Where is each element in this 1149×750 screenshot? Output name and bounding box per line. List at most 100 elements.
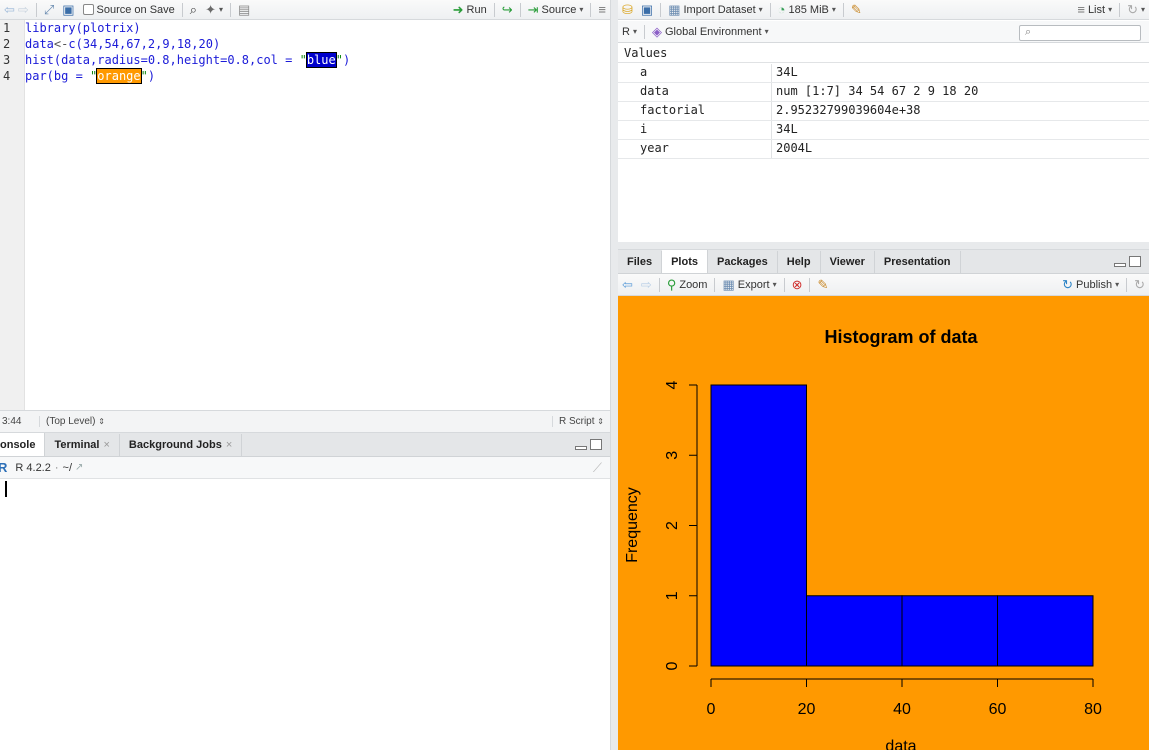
remove-plot-icon[interactable]: ⊗	[791, 277, 803, 292]
save-icon[interactable]: ▣	[62, 2, 75, 17]
tab-files[interactable]: Files	[618, 251, 663, 273]
close-icon[interactable]: ×	[225, 439, 233, 451]
chart-title: Histogram of data	[824, 327, 978, 347]
next-plot-icon[interactable]: ⇨	[640, 277, 652, 292]
code-token: data	[25, 37, 54, 51]
save-workspace-icon[interactable]: ▣	[640, 2, 654, 17]
y-tick-label: 1	[664, 591, 681, 600]
code-token: 2	[147, 37, 156, 51]
working-directory: ~/	[62, 461, 73, 474]
code-token: 34	[82, 37, 98, 51]
tab-console[interactable]: onsole	[0, 433, 46, 456]
histogram-bar	[806, 595, 903, 667]
variable-name: year	[640, 141, 669, 155]
refresh-icon[interactable]: ↻ ▾	[1127, 2, 1145, 17]
horizontal-splitter[interactable]	[618, 242, 1149, 249]
console-cursor	[5, 481, 7, 497]
outline-icon[interactable]: ≡	[598, 2, 606, 17]
tab-plots[interactable]: Plots	[662, 250, 708, 273]
search-icon: ⌕	[1025, 26, 1032, 38]
clear-plots-icon[interactable]: ✎	[817, 277, 829, 292]
code-token: 67	[126, 37, 141, 51]
code-token: 9	[162, 37, 170, 51]
code-token: ,col =	[249, 53, 300, 67]
close-icon[interactable]: ×	[103, 439, 110, 451]
maximize-icon[interactable]	[1129, 256, 1141, 267]
code-token: )	[212, 37, 221, 51]
export-button[interactable]: ▦ Export ▾	[722, 277, 777, 292]
tab-packages[interactable]: Packages	[708, 251, 778, 273]
x-tick-label: 60	[989, 701, 1007, 718]
histogram-chart: Histogram of data 0 20 40 60 80 data 0 1 2 3 4 Frequ…	[624, 327, 1102, 750]
minimize-icon[interactable]	[575, 446, 587, 450]
x-tick-label: 20	[798, 701, 816, 718]
tab-help[interactable]: Help	[778, 251, 821, 273]
code-token: <-	[53, 37, 69, 51]
code-area[interactable]: library(plotrix) data<-c(34,54,67,2,9,18,…	[25, 20, 610, 410]
go-to-directory-icon[interactable]: ↗	[75, 461, 84, 473]
variable-value: 2.95232799039604e+38	[776, 103, 921, 117]
code-token: ,	[155, 37, 163, 51]
code-token: ,	[140, 37, 148, 51]
show-in-window-icon[interactable]: ⤢	[43, 2, 55, 17]
rerun-icon[interactable]: ↪	[501, 2, 513, 17]
maximize-icon[interactable]	[590, 439, 602, 450]
environment-row[interactable]: a 34L	[618, 64, 1149, 83]
vertical-splitter[interactable]	[611, 0, 618, 750]
x-tick-label: 0	[707, 701, 716, 718]
source-on-save-toggle[interactable]: Source on Save	[79, 0, 179, 19]
previous-plot-icon[interactable]: ⇦	[622, 277, 633, 292]
language-selector[interactable]: R ▾	[622, 25, 637, 38]
find-replace-icon[interactable]: ⌕	[189, 2, 198, 17]
view-mode-button[interactable]: ≡ List ▾	[1077, 2, 1113, 17]
code-token: 18	[176, 37, 192, 51]
scope-selector[interactable]: (Top Level) ⇕	[46, 416, 105, 427]
minimize-icon[interactable]	[1114, 263, 1126, 267]
clear-console-icon[interactable]: ⟋	[592, 460, 602, 475]
console-tabbar: onsole Terminal × Background Jobs ×	[0, 433, 610, 457]
code-tools-icon[interactable]: ✦ ▾	[205, 2, 223, 17]
tab-viewer[interactable]: Viewer	[821, 251, 875, 273]
zoom-button[interactable]: ⚲ Zoom	[666, 277, 708, 292]
plot-canvas: Histogram of data 0 20 40 60 80 data 0 1 2 3 4 Frequ…	[618, 296, 1149, 750]
line-number: 1	[3, 21, 11, 35]
environment-scope-bar: R ▾ ◈ Global Environment ▾	[618, 21, 1149, 43]
tab-presentation[interactable]: Presentation	[875, 251, 961, 273]
tab-background-jobs[interactable]: Background Jobs ×	[120, 434, 243, 456]
file-type-selector[interactable]: R Script ⇕	[551, 416, 610, 427]
code-token: ,	[191, 37, 199, 51]
run-button[interactable]: ➜ Run	[452, 2, 487, 17]
back-forward-icon[interactable]: ⇦ ⇨	[4, 2, 29, 17]
environment-row[interactable]: factorial 2.95232799039604e+38	[618, 102, 1149, 121]
variable-value: 34L	[776, 65, 798, 79]
compile-report-icon[interactable]: ▤	[238, 2, 251, 17]
tab-terminal[interactable]: Terminal ×	[45, 434, 120, 456]
environment-row[interactable]: year 2004L	[618, 140, 1149, 159]
y-tick-label: 0	[664, 661, 681, 670]
source-button[interactable]: ⇥ Source ▾	[527, 2, 584, 17]
environment-selector[interactable]: ◈ Global Environment ▾	[651, 24, 769, 39]
console-pane: onsole Terminal× Background Jobs× R R 4.…	[0, 432, 611, 750]
memory-usage-button[interactable]: ◔ 185 MiB ▾	[777, 2, 836, 17]
environment-row[interactable]: data num [1:7] 34 54 67 2 9 18 20	[618, 83, 1149, 102]
code-line[interactable]: library(plotrix)	[25, 20, 610, 36]
code-token: 20	[198, 37, 213, 51]
y-tick-label: 4	[664, 380, 681, 389]
editor-toolbar: ⇦ ⇨ ⤢ ▣ Source on Save ⌕ ✦ ▾ ▤ ➜ Run ↪ ⇥ Sou…	[0, 0, 610, 20]
y-tick-label: 3	[664, 451, 681, 460]
environment-row[interactable]: i 34L	[618, 121, 1149, 140]
import-dataset-button[interactable]: ▦ Import Dataset ▾	[668, 2, 763, 17]
code-line[interactable]: hist(data,radius=0.8,height=0.8,col = "b…	[25, 52, 610, 68]
code-token: blue	[305, 52, 337, 68]
code-line[interactable]: par(bg = "orange")	[25, 68, 610, 84]
code-line[interactable]: data<-c(34,54,67,2,9,18,20)	[25, 36, 610, 52]
source-on-save-checkbox[interactable]	[82, 4, 94, 15]
clear-workspace-icon[interactable]: ✎	[850, 2, 862, 17]
code-token: )	[147, 69, 156, 83]
r-version: R 4.2.2	[15, 461, 51, 474]
publish-button[interactable]: ↻ Publish ▾	[1062, 277, 1120, 292]
refresh-icon[interactable]: ↻	[1134, 277, 1145, 292]
load-workspace-icon[interactable]: ⛁	[622, 2, 633, 17]
environment-search-input[interactable]: ⌕	[1019, 25, 1141, 41]
values-section-header: Values	[618, 43, 1149, 63]
